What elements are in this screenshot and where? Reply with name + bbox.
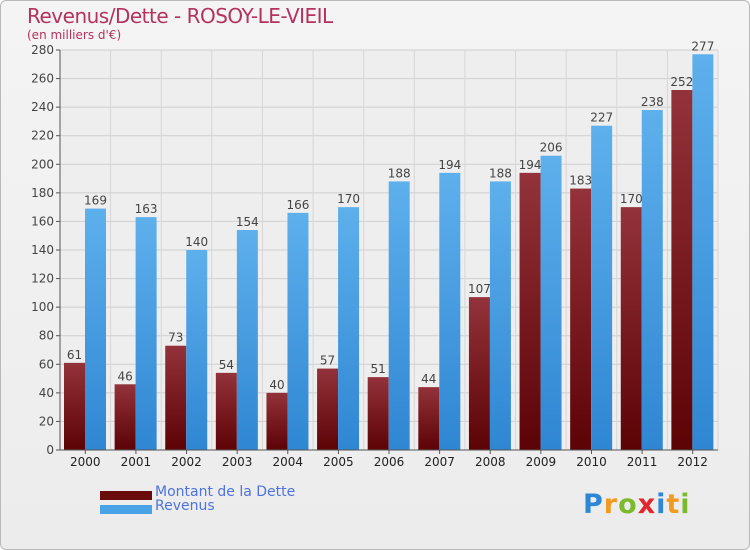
bar-revenus (489, 181, 511, 450)
logo-letter: t (666, 489, 681, 520)
x-tick-label: 2007 (424, 455, 455, 469)
logo-letter: x (637, 489, 657, 520)
bar-revenus (186, 250, 208, 450)
y-tick-label: 80 (39, 329, 54, 343)
bar-dette (570, 188, 592, 451)
data-label: 252 (670, 75, 693, 89)
x-tick-label: 2005 (323, 455, 354, 469)
bar-revenus (591, 125, 613, 450)
data-label: 163 (135, 202, 158, 216)
bar-dette (671, 90, 693, 450)
y-tick-label: 40 (39, 386, 54, 400)
bar-dette (468, 297, 490, 450)
data-label: 107 (468, 282, 491, 296)
x-tick-label: 2008 (475, 455, 506, 469)
data-label: 61 (67, 348, 82, 362)
bar-dette (266, 392, 288, 450)
y-tick-label: 140 (31, 243, 54, 257)
y-tick-label: 0 (46, 443, 54, 457)
bar-revenus (236, 230, 258, 450)
bar-revenus (439, 172, 461, 450)
legend-label-revenus: Revenus (155, 498, 215, 514)
data-label: 238 (641, 95, 664, 109)
bar-dette (165, 345, 187, 450)
y-tick-label: 160 (31, 214, 54, 228)
y-tick-label: 260 (31, 72, 54, 86)
x-tick-label: 2000 (70, 455, 101, 469)
y-tick-label: 100 (31, 300, 54, 314)
chart-title: Revenus/Dette - ROSOY-LE-VIEIL (27, 4, 333, 28)
legend-label-dette: Montant de la Dette (155, 484, 296, 500)
y-tick-label: 200 (31, 157, 54, 171)
logo-letter: P (583, 489, 604, 520)
bar-dette (367, 377, 389, 450)
data-label: 194 (438, 158, 461, 172)
bar-revenus (388, 181, 410, 450)
data-label: 170 (337, 192, 360, 206)
y-tick-label: 120 (31, 272, 54, 286)
bar-revenus (135, 217, 157, 450)
bar-dette (620, 207, 642, 450)
data-label: 277 (691, 39, 714, 53)
x-tick-label: 2002 (171, 455, 202, 469)
data-label: 183 (569, 174, 592, 188)
bar-dette (418, 387, 440, 450)
bar-dette (519, 172, 541, 450)
y-tick-label: 60 (39, 357, 54, 371)
proxiti-logo: Proxiti (583, 489, 691, 520)
bar-revenus (338, 207, 360, 450)
x-tick-label: 2010 (576, 455, 607, 469)
data-label: 54 (219, 358, 234, 372)
logo-letter: o (618, 489, 638, 520)
x-tick-label: 2004 (272, 455, 303, 469)
x-tick-label: 2009 (526, 455, 557, 469)
x-tick-label: 2003 (222, 455, 253, 469)
data-label: 227 (590, 111, 613, 125)
legend-swatch-revenus (100, 505, 152, 514)
data-label: 188 (388, 166, 411, 180)
data-label: 166 (287, 198, 310, 212)
y-tick-label: 280 (31, 43, 54, 57)
y-tick-label: 220 (31, 129, 54, 143)
bar-revenus (540, 155, 562, 450)
data-label: 57 (320, 354, 335, 368)
y-tick-label: 20 (39, 414, 54, 428)
x-tick-label: 2012 (677, 455, 708, 469)
data-label: 51 (371, 362, 386, 376)
data-label: 46 (117, 369, 132, 383)
data-label: 73 (168, 331, 183, 345)
data-label: 170 (620, 192, 643, 206)
bar-revenus (641, 110, 663, 450)
chart-subtitle: (en milliers d'€) (27, 28, 122, 42)
data-label: 40 (269, 378, 284, 392)
data-label: 169 (84, 194, 107, 208)
logo-letter: r (603, 489, 619, 520)
data-label: 140 (185, 235, 208, 249)
data-label: 154 (236, 215, 259, 229)
bar-dette (114, 384, 136, 450)
data-label: 206 (540, 141, 563, 155)
y-tick-label: 180 (31, 186, 54, 200)
x-tick-label: 2011 (627, 455, 658, 469)
bar-dette (215, 372, 237, 450)
x-tick-label: 2001 (121, 455, 152, 469)
data-label: 194 (519, 158, 542, 172)
data-label: 44 (421, 372, 436, 386)
bar-revenus (287, 212, 309, 450)
bar-revenus (85, 208, 106, 450)
bar-dette (64, 362, 85, 450)
bar-revenus (692, 54, 714, 451)
bar-dette (317, 368, 339, 450)
data-label: 188 (489, 166, 512, 180)
logo-letter: i (680, 489, 691, 520)
logo-letter: i (656, 489, 667, 520)
x-tick-label: 2006 (374, 455, 405, 469)
legend-swatch-dette (100, 491, 152, 500)
y-tick-label: 240 (31, 100, 54, 114)
